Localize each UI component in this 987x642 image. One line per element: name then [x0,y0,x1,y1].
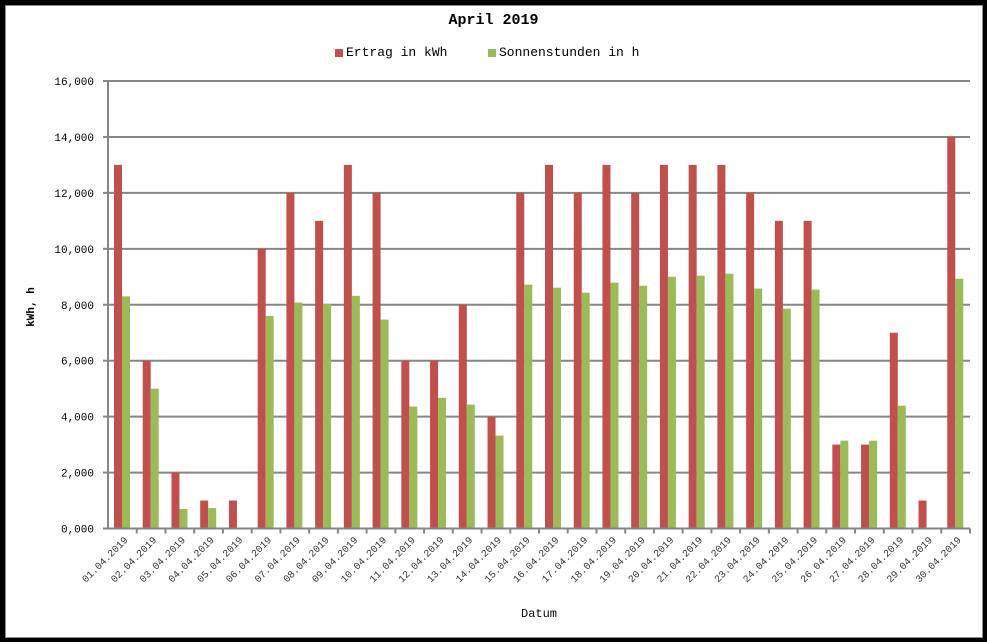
bar-sonnenstunden [639,285,648,529]
legend-label-ertrag: Ertrag in kWh [346,45,448,60]
bar-sonnenstunden [208,508,217,529]
bar-ertrag [200,500,209,529]
legend: Ertrag in kWh Sonnenstunden in h [0,45,987,63]
bar-sonnenstunden [466,404,475,529]
y-tick-label: 4,000 [61,413,94,425]
bar-ertrag [458,304,467,529]
bar-sonnenstunden [294,302,303,529]
y-tick-label: 6,000 [61,357,94,369]
bar-ertrag [573,192,582,529]
bar-sonnenstunden [840,440,849,529]
y-tick-label: 10,000 [54,245,94,257]
legend-item-sonnenstunden: Sonnenstunden in h [488,45,639,60]
bar-ertrag [171,472,180,529]
chart-title: April 2019 [448,12,539,29]
bar-sonnenstunden [897,405,906,529]
bar-ertrag [114,164,122,529]
bar-ertrag [372,192,381,529]
y-tick-label: 2,000 [61,469,94,481]
y-axis-tick-labels: 0,000 2,000 4,000 6,000 8,000 10,000 12,000 14,… [54,77,94,537]
gridlines [108,80,970,474]
bar-ertrag [918,500,927,529]
axes [103,80,971,534]
y-tick-label: 16,000 [54,77,94,89]
y-tick-label: 8,000 [61,301,94,313]
bar-ertrag [803,220,812,529]
bar-ertrag [602,164,611,529]
bar-sonnenstunden [725,273,734,529]
x-axis-tick-labels: 01.04.201902.04.201903.04.201904.04.2019… [81,536,964,586]
bar-ertrag [746,192,755,529]
bar-ertrag [315,220,324,529]
bar-sonnenstunden [351,295,360,529]
bar-ertrag [774,220,783,529]
bar-ertrag [861,444,870,529]
bar-ertrag [343,164,352,529]
bar-sonnenstunden [869,440,878,529]
bar-ertrag [631,192,640,529]
bar-ertrag [487,416,496,529]
y-tick-label: 14,000 [54,133,94,145]
bar-sonnenstunden [438,397,447,529]
bar-ertrag [659,164,668,529]
bar-sonnenstunden [323,303,332,529]
bar-sonnenstunden [150,388,159,529]
bars [114,136,964,529]
legend-swatch-sonnenstunden [488,48,496,57]
legend-swatch-ertrag [335,48,343,57]
bar-ertrag [516,192,525,529]
bar-sonnenstunden [782,308,791,529]
bar-ertrag [717,164,726,529]
bar-ertrag [430,360,439,529]
bar-sonnenstunden [610,282,619,529]
bar-ertrag [889,332,898,529]
legend-label-sonnenstunden: Sonnenstunden in h [499,45,640,60]
bar-sonnenstunden [380,319,389,529]
bar-sonnenstunden [179,508,188,529]
bar-ertrag [142,360,151,529]
bar-ertrag [401,360,410,529]
bar-ertrag [688,164,697,529]
bar-sonnenstunden [524,284,533,529]
bar-sonnenstunden [122,296,130,529]
bar-ertrag [832,444,841,529]
bar-ertrag [228,500,237,529]
legend-item-ertrag: Ertrag in kWh [335,45,447,60]
bar-ertrag [947,136,956,529]
bar-ertrag [545,164,553,529]
bar-sonnenstunden [495,435,504,529]
bar-sonnenstunden [581,292,590,529]
bar-sonnenstunden [754,288,763,529]
y-tick-label: 12,000 [54,189,94,201]
bar-sonnenstunden [811,289,820,529]
chart-frame [5,5,983,638]
bar-sonnenstunden [265,315,274,529]
bar-sonnenstunden [955,278,964,529]
bar-ertrag [257,248,266,529]
bar-sonnenstunden [553,287,561,529]
bar-sonnenstunden [696,275,705,529]
bar-ertrag [286,192,295,529]
y-tick-label: 0,000 [61,525,94,537]
bar-sonnenstunden [409,406,418,529]
bar-sonnenstunden [667,276,676,529]
x-axis-title: Datum [520,607,558,621]
